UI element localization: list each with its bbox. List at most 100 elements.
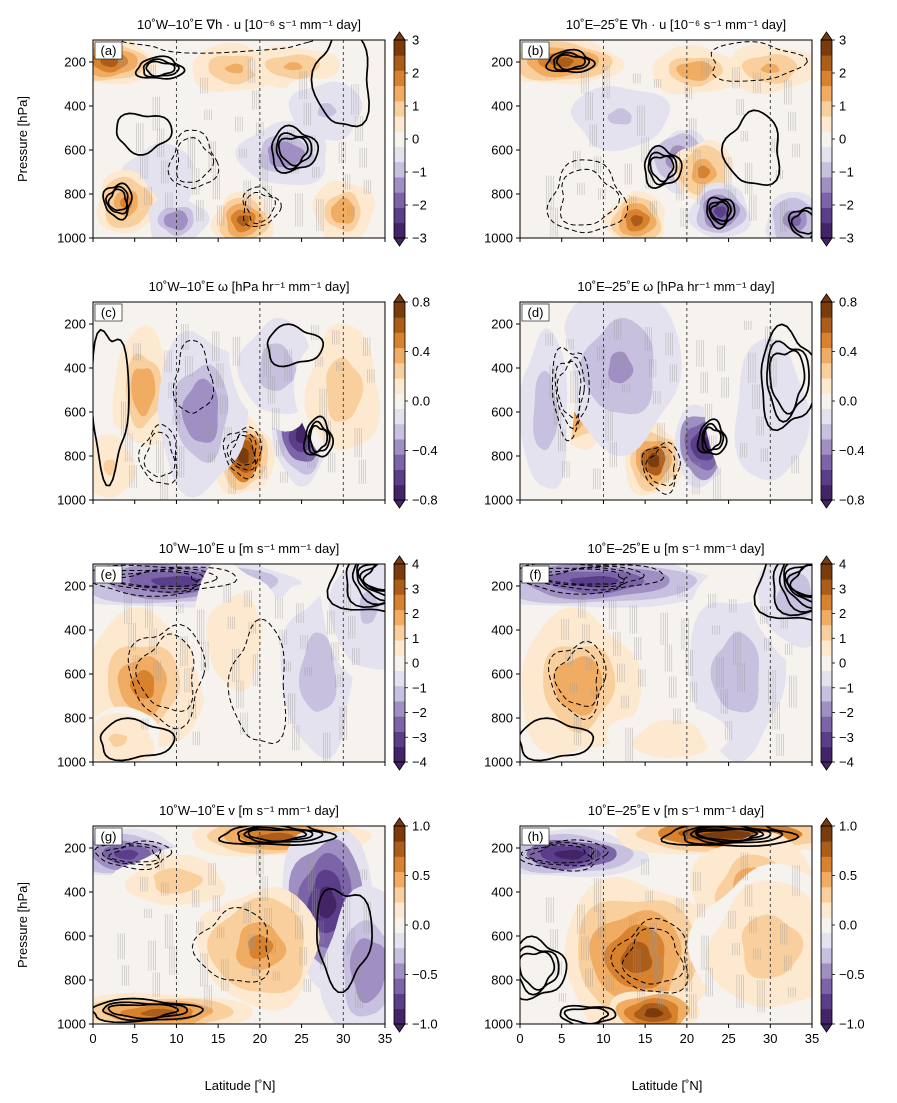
positive-contour: [107, 188, 128, 212]
panel-label-text: (g): [101, 829, 117, 844]
colorbar-segment: [821, 100, 832, 117]
panel-label: (a): [94, 41, 123, 60]
negative-contour: [108, 845, 159, 863]
colorbar-segment: [394, 579, 405, 595]
negative-contour: [229, 435, 256, 467]
filled-contour: [136, 378, 149, 403]
colorbar-segment: [394, 408, 405, 425]
colorbar-segment: [821, 70, 832, 87]
y-tick-label: 600: [64, 405, 86, 420]
colorbar-segment: [394, 685, 405, 702]
colorbar-segment: [394, 932, 405, 949]
colorbar-segment: [394, 963, 405, 979]
panel-label: (b): [521, 41, 550, 60]
colorbar-segment: [821, 932, 832, 949]
colorbar-segment: [821, 856, 832, 873]
colorbar-extend-min: [820, 761, 833, 771]
colorbar-segment: [394, 624, 405, 641]
colorbar-segment: [394, 177, 405, 193]
colorbar-tick-label: 0: [839, 132, 846, 147]
colorbar-segment: [821, 362, 832, 379]
positive-contour: [720, 109, 781, 187]
colorbar-segment: [821, 484, 832, 501]
x-tick-label: 30: [763, 1031, 777, 1046]
colorbar-segment: [394, 423, 405, 440]
colorbar-tick-label: 0.0: [839, 394, 857, 409]
y-tick-label: 400: [491, 885, 513, 900]
colorbar-segment: [821, 332, 832, 349]
colorbar-tick-label: 1: [839, 631, 846, 646]
colorbar-segment: [821, 146, 832, 163]
colorbar: 3 2 1 0 −1 −2 −3: [393, 31, 427, 247]
colorbar-segment: [394, 856, 405, 873]
colorbar-segment: [394, 40, 405, 56]
colorbar-segment: [821, 640, 832, 656]
colorbar-segment: [394, 347, 405, 364]
colorbar-tick-label: 1: [412, 631, 419, 646]
colorbar-tick-label: 3: [412, 581, 419, 596]
panel-d: (d) 10˚E–25˚E ω [hPa hr⁻¹ mm⁻¹ day] 200 400…: [484, 279, 865, 509]
x-tick-label: 20: [253, 1031, 267, 1046]
colorbar-segment: [821, 40, 832, 56]
negative-contour: [93, 564, 238, 597]
negative-contour: [547, 640, 607, 720]
y-tick-label: 200: [491, 317, 513, 332]
negative-contour: [528, 844, 592, 864]
colorbar-segment: [821, 1008, 832, 1025]
negative-contour: [645, 446, 676, 487]
colorbar-tick-label: 1.0: [839, 819, 857, 834]
negative-contour: [191, 906, 270, 983]
colorbar: 0.8 0.4 0.0 −0.4 −0.8: [820, 293, 865, 509]
colorbar: 3 2 1 0 −1 −2 −3: [820, 31, 854, 247]
positive-contour: [310, 40, 370, 128]
colorbar-extend-min: [820, 1023, 833, 1033]
colorbar-segment: [821, 993, 832, 1010]
panel-label-text: (c): [101, 305, 116, 320]
colorbar-segment: [394, 70, 405, 87]
colorbar-segment: [821, 685, 832, 702]
colorbar: 4 3 2 1 0 −1 −2 −3 −4: [393, 555, 427, 771]
positive-contour: [247, 828, 308, 843]
colorbar-segment: [394, 655, 405, 672]
filled-contour: [151, 168, 170, 185]
negative-contour: [520, 564, 665, 595]
colorbar-segment: [821, 978, 832, 994]
y-tick-label: 800: [491, 711, 513, 726]
positive-contour: [787, 206, 812, 238]
colorbar-segment: [394, 594, 405, 611]
positive-contour: [760, 323, 812, 432]
axes-frame: [92, 563, 386, 763]
x-tick-label: 25: [721, 1031, 735, 1046]
colorbar-extend-min: [820, 499, 833, 509]
negative-contour: [101, 843, 162, 866]
colorbar-segment: [821, 302, 832, 318]
colorbar: 4 3 2 1 0 −1 −2 −3 −4: [820, 555, 854, 771]
filled-contour: [644, 1008, 664, 1018]
plot-area: [93, 564, 385, 762]
xaxis-label-right: Latitude [˚N]: [632, 1078, 703, 1093]
y-tick-label: 200: [491, 841, 513, 856]
y-tick-label: 600: [64, 929, 86, 944]
positive-contour: [99, 717, 176, 762]
filled-contour: [554, 849, 585, 860]
positive-contour: [772, 564, 812, 617]
plot-area: [520, 40, 812, 238]
colorbar-segment: [394, 871, 405, 888]
colorbar-extend-max: [820, 293, 833, 303]
colorbar-segment: [394, 393, 405, 410]
positive-contour: [709, 201, 730, 222]
colorbar-segment: [394, 947, 405, 964]
negative-contour: [556, 360, 582, 419]
filled-contour: [723, 653, 750, 693]
positive-contour: [768, 349, 806, 415]
panel-label-text: (h): [528, 829, 544, 844]
filled-contour: [283, 62, 303, 71]
filled-contour: [630, 215, 644, 227]
colorbar-segment: [821, 826, 832, 842]
y-axis-label: Pressure [hPa]: [15, 882, 30, 968]
panel-label: (e): [94, 565, 123, 584]
colorbar-tick-label: 0: [839, 656, 846, 671]
colorbar-segment: [821, 886, 832, 903]
positive-contour: [559, 1004, 617, 1024]
negative-contour: [520, 842, 595, 867]
